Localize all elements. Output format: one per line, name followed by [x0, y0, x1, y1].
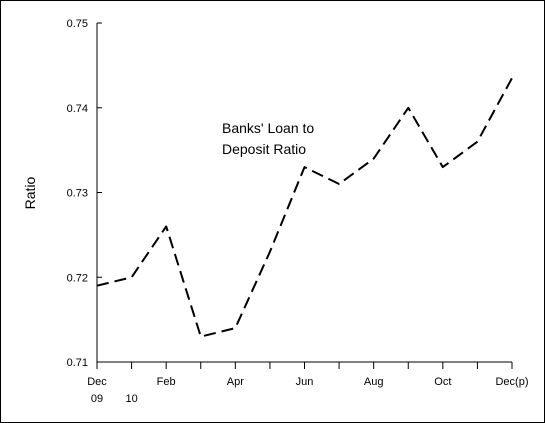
y-tick-label: 0.73	[67, 188, 88, 200]
x-tick-label: Dec	[87, 376, 107, 388]
x-tick-label: Oct	[434, 376, 451, 388]
y-axis-title: Ratio	[22, 176, 38, 209]
y-tick-label: 0.71	[67, 357, 88, 369]
y-tick-label: 0.72	[67, 272, 88, 284]
x-year-label: 10	[125, 393, 137, 405]
y-tick-label: 0.75	[67, 18, 88, 30]
series-group	[96, 77, 513, 338]
annotation-line-1: Banks' Loan to	[222, 120, 314, 136]
x-ticks: Dec Feb Apr Jun Aug Oct Dec(p) 09 10	[87, 362, 529, 405]
x-year-label: 09	[91, 393, 103, 405]
annotation-line-2: Deposit Ratio	[222, 141, 306, 157]
x-tick-label: Jun	[296, 376, 314, 388]
chart-annotation: Banks' Loan to Deposit Ratio	[222, 120, 318, 157]
x-tick-label: Aug	[364, 376, 384, 388]
series-line	[96, 77, 513, 338]
y-ticks: 0.71 0.72 0.73 0.74 0.75	[67, 18, 102, 369]
y-tick-label: 0.74	[67, 103, 88, 115]
x-tick-label: Dec(p)	[495, 376, 528, 388]
x-tick-label: Feb	[157, 376, 176, 388]
x-tick-label: Apr	[227, 376, 244, 388]
